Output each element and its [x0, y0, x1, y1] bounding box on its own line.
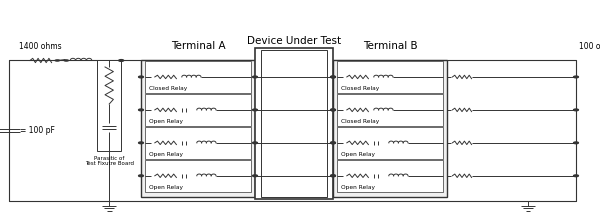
Bar — [337, 127, 443, 159]
Circle shape — [574, 109, 578, 111]
Circle shape — [331, 76, 335, 78]
Text: Open Relay: Open Relay — [341, 185, 376, 190]
Bar — [141, 60, 255, 197]
Text: Device Under Test: Device Under Test — [247, 36, 341, 46]
Circle shape — [253, 109, 257, 111]
Text: Parasitic of
Test Fixutre Board: Parasitic of Test Fixutre Board — [85, 156, 134, 166]
Text: Terminal B: Terminal B — [362, 41, 418, 51]
Circle shape — [139, 76, 143, 78]
Text: 1400 ohms: 1400 ohms — [19, 42, 62, 51]
Bar — [145, 160, 251, 192]
Bar — [333, 60, 447, 197]
Bar — [145, 61, 251, 93]
Circle shape — [574, 142, 578, 144]
Circle shape — [139, 109, 143, 111]
Circle shape — [331, 76, 335, 78]
Text: Closed Relay: Closed Relay — [341, 119, 380, 124]
Circle shape — [574, 175, 578, 177]
Bar — [261, 50, 327, 197]
Bar — [145, 127, 251, 159]
Circle shape — [331, 142, 335, 144]
Circle shape — [331, 109, 335, 111]
Text: = 100 pF: = 100 pF — [20, 126, 55, 135]
Circle shape — [119, 60, 124, 61]
Circle shape — [139, 175, 143, 177]
Text: Closed Relay: Closed Relay — [341, 86, 380, 91]
Text: Open Relay: Open Relay — [149, 152, 184, 157]
Circle shape — [331, 142, 335, 144]
Text: 100 ohms each: 100 ohms each — [579, 42, 600, 51]
Bar — [255, 48, 333, 199]
Bar — [337, 94, 443, 126]
Bar — [337, 160, 443, 192]
Bar — [97, 60, 121, 151]
Circle shape — [331, 175, 335, 177]
Circle shape — [331, 175, 335, 177]
Circle shape — [139, 142, 143, 144]
Text: Open Relay: Open Relay — [149, 119, 184, 124]
Bar — [9, 60, 576, 201]
Circle shape — [331, 109, 335, 111]
Text: Closed Relay: Closed Relay — [149, 86, 188, 91]
Circle shape — [253, 142, 257, 144]
Text: Open Relay: Open Relay — [341, 152, 376, 157]
Text: Terminal A: Terminal A — [170, 41, 226, 51]
Circle shape — [253, 175, 257, 177]
Circle shape — [574, 76, 578, 78]
Bar — [337, 61, 443, 93]
Circle shape — [253, 76, 257, 78]
Bar — [145, 94, 251, 126]
Text: Open Relay: Open Relay — [149, 185, 184, 190]
